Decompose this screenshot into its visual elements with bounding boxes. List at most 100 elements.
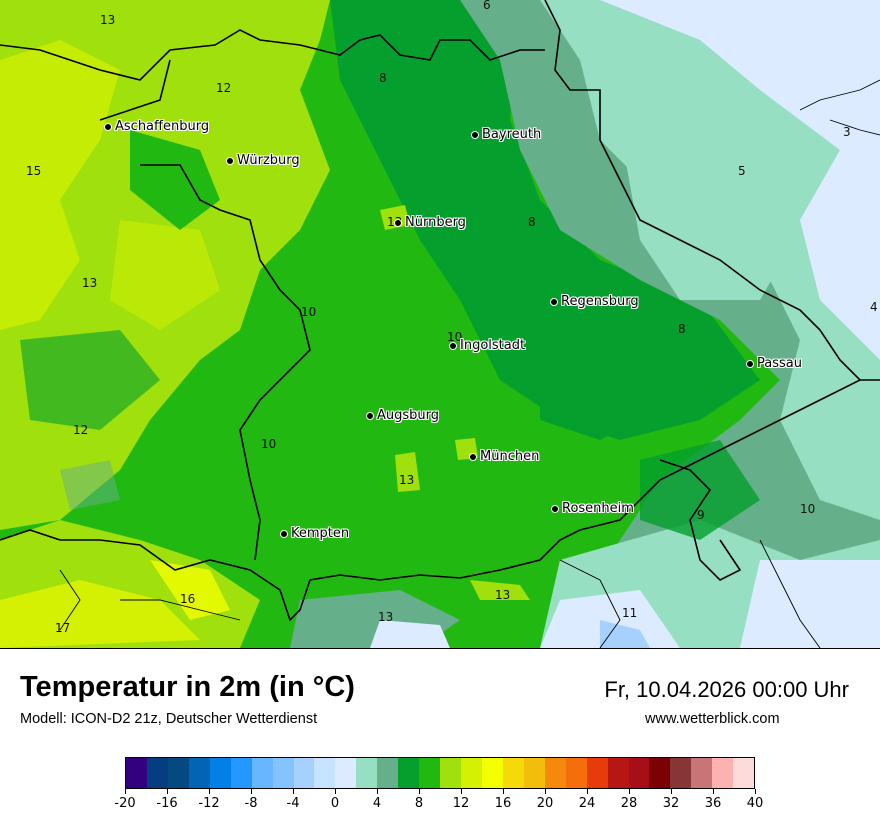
- colorbar-tick: [545, 789, 546, 794]
- city-marker[interactable]: Kempten: [280, 526, 349, 541]
- city-dot-icon: [226, 156, 234, 165]
- city-dot-icon: [104, 122, 112, 131]
- colorbar-tick: [755, 789, 756, 794]
- colorbar-segment: [502, 758, 524, 788]
- temperature-contour-label: 4: [870, 300, 878, 314]
- city-marker[interactable]: Nürnberg: [394, 215, 466, 230]
- city-label: Passau: [757, 356, 802, 371]
- colorbar-segment: [335, 758, 357, 788]
- temperature-contour-label: 8: [528, 215, 536, 229]
- colorbar-segment: [628, 758, 650, 788]
- colorbar-segment: [565, 758, 587, 788]
- city-marker[interactable]: Regensburg: [550, 294, 639, 309]
- colorbar-tick: [587, 789, 588, 794]
- colorbar-tick: [167, 789, 168, 794]
- city-label: Nürnberg: [405, 215, 466, 230]
- website-link[interactable]: www.wetterblick.com: [645, 711, 780, 727]
- city-dot-icon: [551, 504, 559, 513]
- city-dot-icon: [550, 297, 558, 306]
- temperature-contour-label: 13: [495, 588, 511, 602]
- colorbar-tick-label: -8: [244, 796, 258, 811]
- colorbar-segment: [146, 758, 168, 788]
- city-label: München: [480, 449, 540, 464]
- colorbar-segment: [251, 758, 273, 788]
- temperature-contour-label: 13: [82, 276, 98, 290]
- colorbar-tick-label: -16: [156, 796, 178, 811]
- colorbar-segment: [272, 758, 294, 788]
- city-label: Rosenheim: [562, 501, 634, 516]
- map-title: Temperatur in 2m (in °C): [20, 671, 355, 703]
- temperature-map[interactable]: 1361283155138134108101210139101316131117…: [0, 0, 880, 649]
- city-marker[interactable]: Passau: [746, 356, 802, 371]
- city-label: Aschaffenburg: [115, 119, 210, 134]
- colorbar-segment: [607, 758, 629, 788]
- colorbar-tick: [713, 789, 714, 794]
- temperature-contour-label: 8: [379, 71, 387, 85]
- colorbar-segment: [712, 758, 734, 788]
- city-marker[interactable]: Augsburg: [366, 408, 439, 423]
- colorbar-tick: [377, 789, 378, 794]
- colorbar-tick: [419, 789, 420, 794]
- colorbar-segment: [314, 758, 336, 788]
- colorbar-tick-label: 12: [452, 796, 470, 811]
- colorbar-tick: [335, 789, 336, 794]
- temperature-contour-label: 3: [843, 125, 851, 139]
- colorbar-segment: [293, 758, 315, 788]
- city-label: Augsburg: [377, 408, 440, 423]
- city-dot-icon: [449, 341, 457, 350]
- colorbar-segment: [230, 758, 252, 788]
- city-marker[interactable]: Ingolstadt: [449, 338, 525, 353]
- temperature-contour-label: 15: [26, 164, 42, 178]
- city-label: Würzburg: [237, 153, 300, 168]
- city-label: Regensburg: [561, 294, 639, 309]
- temperature-contour-label: 16: [180, 592, 196, 606]
- temperature-contour-label: 10: [261, 437, 277, 451]
- colorbar-tick: [629, 789, 630, 794]
- city-dot-icon: [469, 452, 477, 461]
- colorbar-tick-label: 40: [746, 796, 764, 811]
- city-marker[interactable]: Rosenheim: [551, 501, 634, 516]
- colorbar-tick-label: 4: [372, 796, 382, 811]
- temperature-contour-label: 13: [399, 473, 415, 487]
- city-dot-icon: [746, 359, 754, 368]
- temperature-contour-label: 9: [697, 508, 705, 522]
- city-dot-icon: [471, 130, 479, 139]
- colorbar-tick: [209, 789, 210, 794]
- temperature-contour-label: 5: [738, 164, 746, 178]
- city-label: Bayreuth: [482, 127, 542, 142]
- colorbar-tick-label: 20: [536, 796, 554, 811]
- temperature-contour-label: 10: [800, 502, 816, 516]
- colorbar-tick-label: 32: [662, 796, 680, 811]
- temperature-contour-label: 13: [378, 610, 394, 624]
- colorbar-segment: [419, 758, 441, 788]
- colorbar-tick-label: 0: [330, 796, 340, 811]
- colorbar-tick-label: 36: [704, 796, 722, 811]
- city-marker[interactable]: Aschaffenburg: [104, 119, 209, 134]
- city-marker[interactable]: München: [469, 449, 539, 464]
- temperature-contour-label: 11: [622, 606, 638, 620]
- city-dot-icon: [280, 529, 288, 538]
- colorbar-tick-label: -20: [114, 796, 136, 811]
- temperature-contour-label: 17: [55, 621, 71, 635]
- colorbar-segment: [356, 758, 378, 788]
- colorbar-tick: [293, 789, 294, 794]
- temperature-contour-label: 12: [216, 81, 232, 95]
- colorbar-segment: [649, 758, 671, 788]
- city-marker[interactable]: Würzburg: [226, 153, 300, 168]
- model-info: Modell: ICON-D2 21z, Deutscher Wetterdie…: [20, 711, 318, 727]
- temperature-field: [0, 0, 880, 648]
- colorbar-tick-label: -4: [286, 796, 300, 811]
- temperature-contour-label: 10: [447, 330, 463, 344]
- colorbar-tick: [671, 789, 672, 794]
- colorbar-tick: [251, 789, 252, 794]
- city-label: Ingolstadt: [460, 338, 526, 353]
- colorbar-segment: [167, 758, 189, 788]
- temperature-colorbar: [125, 757, 755, 789]
- colorbar-segment: [209, 758, 231, 788]
- map-footer: Temperatur in 2m (in °C) Modell: ICON-D2…: [0, 649, 880, 830]
- colorbar-tick-label: 24: [578, 796, 596, 811]
- city-marker[interactable]: Bayreuth: [471, 127, 541, 142]
- city-dot-icon: [366, 411, 374, 420]
- colorbar-tick: [461, 789, 462, 794]
- colorbar-tick-label: -12: [198, 796, 220, 811]
